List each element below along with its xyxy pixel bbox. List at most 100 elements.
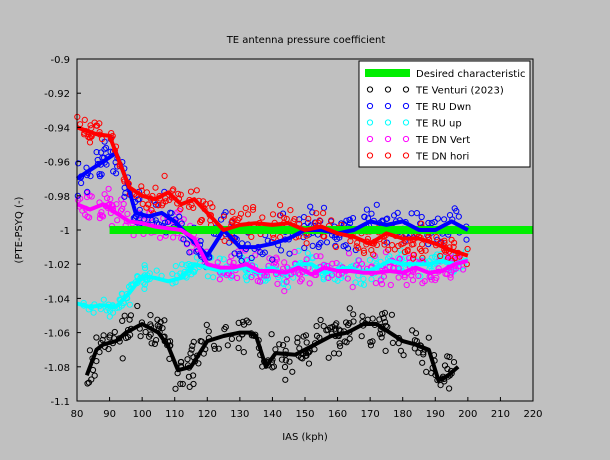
data-point (185, 373, 192, 380)
data-point (244, 211, 252, 218)
x-tick-label: 160 (328, 409, 347, 420)
data-point (332, 243, 340, 251)
data-point (455, 213, 462, 220)
y-tick-label: -1.02 (44, 260, 70, 271)
data-point (418, 247, 425, 255)
data-point (111, 328, 118, 336)
legend-marker (384, 102, 392, 110)
data-point (248, 254, 255, 262)
data-point (367, 342, 374, 349)
data-point (197, 238, 204, 245)
x-tick-label: 190 (426, 409, 445, 420)
data-point (320, 210, 327, 217)
data-point (250, 204, 257, 211)
data-point (222, 324, 229, 331)
data-point (221, 237, 228, 244)
data-point (106, 334, 113, 341)
data-point (236, 252, 243, 259)
data-point (410, 241, 417, 248)
legend: Desired characteristic TE Venturi (2023) T… (358, 60, 531, 168)
data-point (103, 161, 110, 168)
data-point (450, 359, 458, 366)
data-point (357, 280, 364, 287)
data-point (207, 200, 214, 207)
x-tick-label: 150 (295, 409, 314, 420)
data-point (101, 191, 108, 198)
data-point (105, 185, 112, 192)
data-point (333, 260, 340, 267)
data-point (333, 236, 340, 243)
legend-marker (402, 152, 410, 159)
data-point (226, 258, 233, 265)
data-point (313, 323, 320, 330)
data-point (142, 265, 149, 272)
data-point (309, 242, 316, 249)
data-point (291, 216, 298, 223)
data-point (360, 247, 367, 254)
data-point (270, 234, 277, 242)
legend-box (358, 60, 531, 168)
series-line (76, 202, 469, 277)
data-point (172, 385, 179, 392)
data-point (126, 301, 133, 308)
data-point (205, 328, 212, 335)
data-point (337, 343, 344, 350)
x-tick-label: 110 (165, 409, 184, 420)
data-point (433, 274, 440, 281)
data-point (268, 331, 275, 338)
data-point (304, 219, 311, 226)
data-point (346, 305, 353, 312)
data-point (437, 252, 444, 260)
data-point (349, 284, 356, 291)
x-tick-label: 90 (103, 409, 116, 420)
y-tick-label: -1.06 (44, 329, 70, 340)
data-point (187, 188, 195, 195)
data-point (294, 334, 301, 341)
data-point (138, 183, 145, 190)
data-point (211, 345, 218, 352)
data-point (103, 307, 110, 314)
data-point (184, 356, 191, 363)
y-tick-label: -1.1 (50, 397, 70, 408)
data-point (269, 211, 277, 218)
data-point (100, 296, 107, 303)
data-point (164, 219, 171, 226)
data-point (336, 340, 343, 347)
data-point (157, 318, 164, 326)
data-point (281, 288, 288, 295)
data-point (419, 359, 426, 366)
data-point (344, 275, 351, 282)
data-point (185, 203, 193, 210)
data-point (121, 312, 128, 319)
data-point (93, 334, 100, 341)
data-point (188, 346, 195, 353)
data-point (315, 241, 323, 248)
data-point (197, 338, 204, 345)
data-point (177, 205, 184, 213)
data-point (269, 256, 276, 263)
data-point (379, 310, 386, 318)
data-point (148, 340, 155, 347)
data-point (377, 277, 384, 284)
legend-marker (366, 102, 374, 110)
data-point (317, 253, 324, 260)
data-point (124, 334, 132, 341)
x-tick-label: 140 (263, 409, 282, 420)
legend-marker (366, 135, 374, 143)
data-point (161, 172, 168, 179)
legend-label: TE RU Dwn (415, 102, 471, 113)
data-point (198, 216, 205, 224)
data-point (415, 349, 422, 356)
data-point (153, 337, 160, 344)
data-point (434, 251, 441, 258)
data-point (84, 213, 91, 220)
data-point (305, 215, 312, 222)
data-point (463, 236, 470, 243)
data-point (161, 317, 168, 324)
x-tick-label: 200 (458, 409, 477, 420)
y-tick-label: -0.92 (44, 89, 70, 100)
data-point (434, 215, 441, 222)
data-point (139, 200, 146, 207)
data-point (382, 319, 389, 326)
